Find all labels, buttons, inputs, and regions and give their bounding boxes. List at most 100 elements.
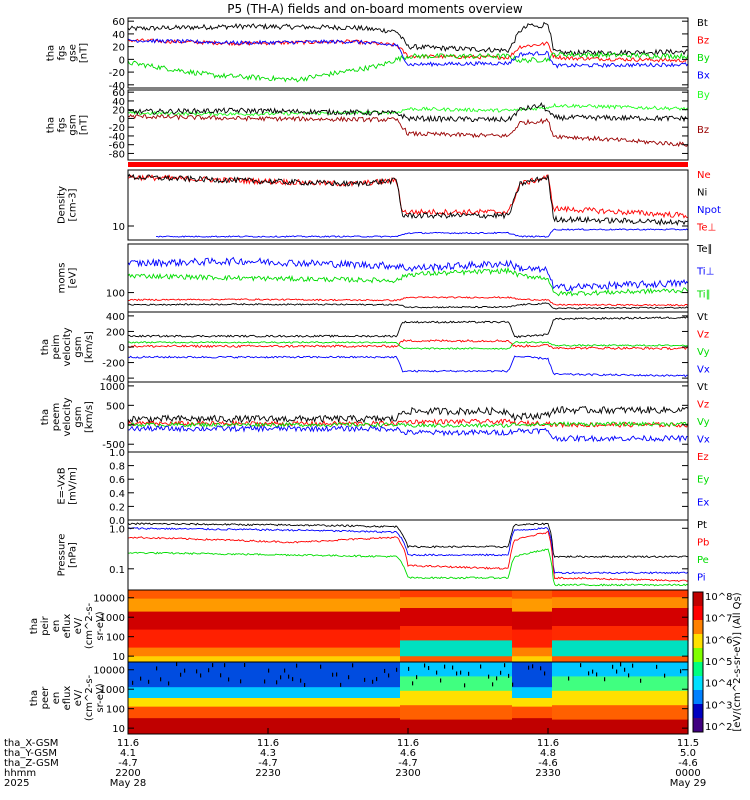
panel-peir: tha peir en eflux eV/(cm^2-s-sr-eV) 10000 1000…: [29, 589, 689, 663]
colorbar-label: [eV/(cm^2-s-sr-eV)] (All Qs): [732, 592, 743, 731]
ytick-peim-0: 400: [106, 312, 125, 323]
axis-label-3: hhmm: [4, 768, 36, 779]
axis-value-2-0: -4.7: [118, 758, 138, 769]
ylabel-fgs_gsm-0: tha: [46, 117, 57, 133]
ytick-fgs_gsm-2: 20: [112, 106, 125, 117]
series-density-Ne: [127, 174, 689, 219]
legend-peim-Vx: Vx: [697, 365, 710, 376]
axis-value-1-2: 4.6: [400, 748, 416, 759]
panel-frame-fgs_gse: [127, 17, 689, 89]
ylabel-peir-2: en: [51, 620, 62, 633]
ytick-peem-2: 0: [119, 421, 125, 432]
ylabel-fgs_gse-2: gse: [68, 44, 79, 62]
ylabel-peem-3: gsm: [73, 406, 84, 427]
legend-density-Npot: Npot: [697, 205, 721, 216]
colorbar-frame: [692, 591, 704, 733]
panel-peem: tha peem velocity gsm [km/s] 1000 500 0 -500 Vt Vz…: [40, 381, 710, 453]
ylabel-peir-3: eflux: [62, 614, 73, 639]
panel-frame-moms: [127, 243, 689, 313]
ylabel-moms-1: [eV]: [68, 268, 79, 289]
ylabel-efield-1: [mV/m]: [68, 467, 79, 505]
ytick-peim-1: 200: [106, 327, 125, 338]
ylabel-peir-4: eV/: [73, 617, 84, 634]
ylabel-pressure-0: Pressure: [57, 534, 68, 577]
panel-peer: tha peer en eflux eV/(cm^2-s-sr-eV) 10000 1000…: [29, 661, 689, 735]
series-moms-Te⊥: [127, 296, 689, 307]
ytick-peim-3: -200: [102, 359, 125, 370]
ytick-peim-2: 0: [119, 343, 125, 354]
ylabel-peir-1: peir: [40, 615, 51, 635]
series-pressure-Pb: [127, 530, 689, 583]
colorbar-tick-1: 10^7: [705, 614, 732, 625]
ylabel-density-0: Density: [57, 186, 68, 224]
colorbar: 10^8 10^7 10^6 10^5 10^4 10^3 10^2 [eV/(cm^2-s-…: [692, 591, 743, 733]
ytick-peim-4: -400: [102, 374, 125, 385]
ylabel-peer-0: tha: [29, 690, 40, 706]
legend-peem-Vt: Vt: [697, 382, 708, 393]
ytick-peem-3: -500: [102, 440, 125, 451]
ylabel-peem-4: [km/s]: [84, 401, 95, 433]
ytick-fgs_gsm-1: 40: [112, 97, 125, 108]
axis-value-3-1: 2230: [255, 768, 280, 779]
series-peim-Vz: [127, 339, 689, 351]
ylabel-peer-1: peer: [40, 686, 51, 710]
panel-frame-efield: [127, 451, 689, 521]
legend-density-Te⊥: Te⊥: [696, 223, 716, 234]
ylabel-peir-6: sr-eV): [95, 611, 106, 640]
ylabel-peem-0: tha: [40, 409, 51, 425]
legend-peem-Vy: Vy: [697, 417, 710, 428]
axis-label-1: tha_Y-GSM: [4, 748, 57, 759]
legend-peim-Vt: Vt: [697, 312, 708, 323]
axis-value-3-3: 2330: [535, 768, 560, 779]
ylabel-fgs_gse-1: fgs: [57, 45, 68, 60]
panel-peim: tha peim velocity gsm [km/s] 400 200 0 -200 -400 V…: [40, 311, 710, 385]
ylabel-peir-0: tha: [29, 618, 40, 634]
ylabel-peim-3: gsm: [73, 336, 84, 357]
axis-value-3-2: 2300: [395, 768, 420, 779]
axis-value-2-4: -4.6: [678, 758, 698, 769]
legend-fgs_gsm-By: By: [697, 90, 710, 101]
ytick-fgs_gse-5: -40: [109, 81, 125, 92]
series-fgs_gsm-Bx: [127, 101, 689, 124]
legend-peim-Vz: Vz: [697, 330, 709, 341]
panel-frame-pressure: [127, 519, 689, 591]
ytick-efield-2: 0.6: [109, 475, 125, 486]
axis-value-4-4: May 29: [670, 778, 707, 789]
series-pressure-Pe: [127, 548, 689, 587]
series-fgs_gse-Bx: [127, 38, 689, 69]
ylabel-peer-2: en: [51, 692, 62, 705]
series-peem-Vt: [127, 405, 689, 424]
axis-value-0-0: 11.6: [117, 738, 139, 749]
ytick-fgs_gse-1: 40: [112, 30, 125, 41]
red-bar-marker: [128, 162, 688, 167]
ytick-peem-0: 1000: [100, 382, 125, 393]
series-peim-Vy: [127, 340, 689, 350]
series-fgs_gse-Bt: [127, 21, 689, 57]
ylabel-peir-5: (cm^2-s-: [84, 602, 95, 649]
axis-value-2-2: -4.7: [398, 758, 418, 769]
ytick-fgs_gsm-4: -20: [109, 123, 125, 134]
ylabel-peim-1: peim: [51, 334, 62, 359]
legend-moms-Ti∥: Ti∥: [696, 289, 711, 300]
panel-frame-fgs_gsm: [127, 89, 689, 161]
legend-fgs_gse-By: By: [697, 53, 710, 64]
series-peim-Vx: [127, 355, 689, 378]
ytick-fgs_gsm-7: -80: [109, 149, 125, 160]
series-fgs_gsm-By: [127, 102, 689, 117]
ylabel-peim-0: tha: [40, 339, 51, 355]
ytick-fgs_gsm-6: -60: [109, 141, 125, 152]
legend-density-Ni: Ni: [697, 188, 707, 199]
legend-fgs_gsm-Bz: Bz: [697, 125, 709, 136]
ylabel-peer-3: eflux: [62, 686, 73, 711]
axis-value-3-4: 0000: [675, 768, 700, 779]
legend-moms-Te∥: Te∥: [696, 244, 713, 255]
ytick-fgs_gsm-0: 60: [112, 88, 125, 99]
ylabel-fgs_gse-3: [nT]: [79, 43, 90, 63]
panel-frame-density: [127, 169, 689, 241]
ylabel-pressure-1: [nPa]: [68, 542, 79, 568]
series-fgs_gsm-Bz: [127, 114, 689, 148]
legend-efield-Ey: Ey: [697, 475, 709, 486]
legend-efield-Ex: Ex: [697, 497, 709, 508]
axis-value-2-3: -4.6: [538, 758, 558, 769]
